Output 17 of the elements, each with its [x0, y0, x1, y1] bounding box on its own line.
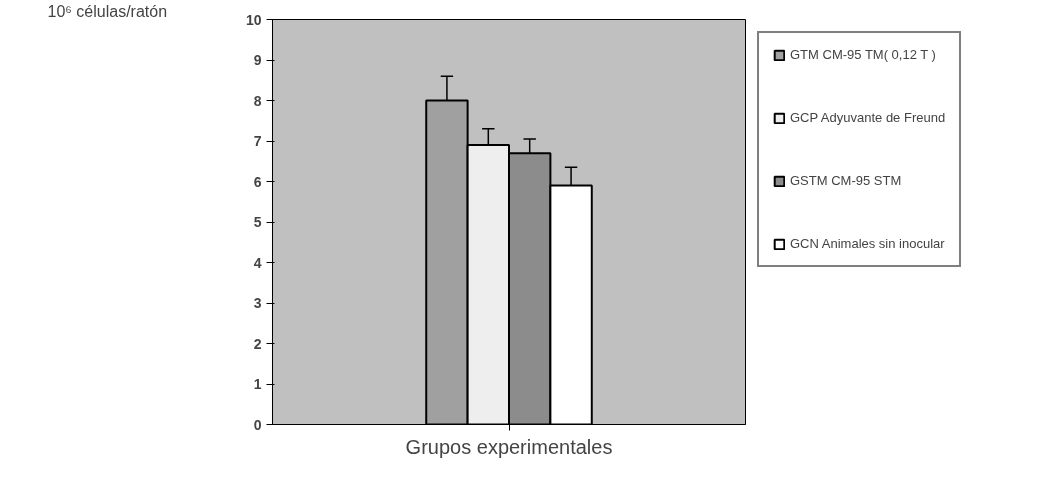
y-tick-label: 9: [253, 52, 262, 68]
legend-label: GCP Adyuvante de Freund: [790, 110, 946, 125]
legend-label: GSTM CM-95 STM: [790, 173, 902, 188]
y-tick-label: 2: [253, 335, 262, 352]
y-tick-label: 0: [253, 416, 262, 433]
y-tick-label: 6: [253, 173, 262, 190]
y-tick-label: 1: [253, 376, 262, 392]
y-tick-label: 10: [245, 11, 262, 28]
y-tick-label: 5: [253, 214, 262, 230]
x-axis-title: Grupos experimentales: [405, 435, 613, 458]
y-axis-title: 10⁶ células/ratón: [47, 2, 168, 20]
legend-label: GCN Animales sin inocular: [790, 236, 945, 251]
y-tick-label: 7: [253, 133, 262, 149]
y-tick-label: 4: [253, 254, 262, 271]
y-tick-label: 3: [253, 295, 262, 311]
legend-label: GTM CM-95 TM( 0,12 T ): [790, 47, 936, 62]
y-tick-label: 8: [253, 92, 262, 109]
